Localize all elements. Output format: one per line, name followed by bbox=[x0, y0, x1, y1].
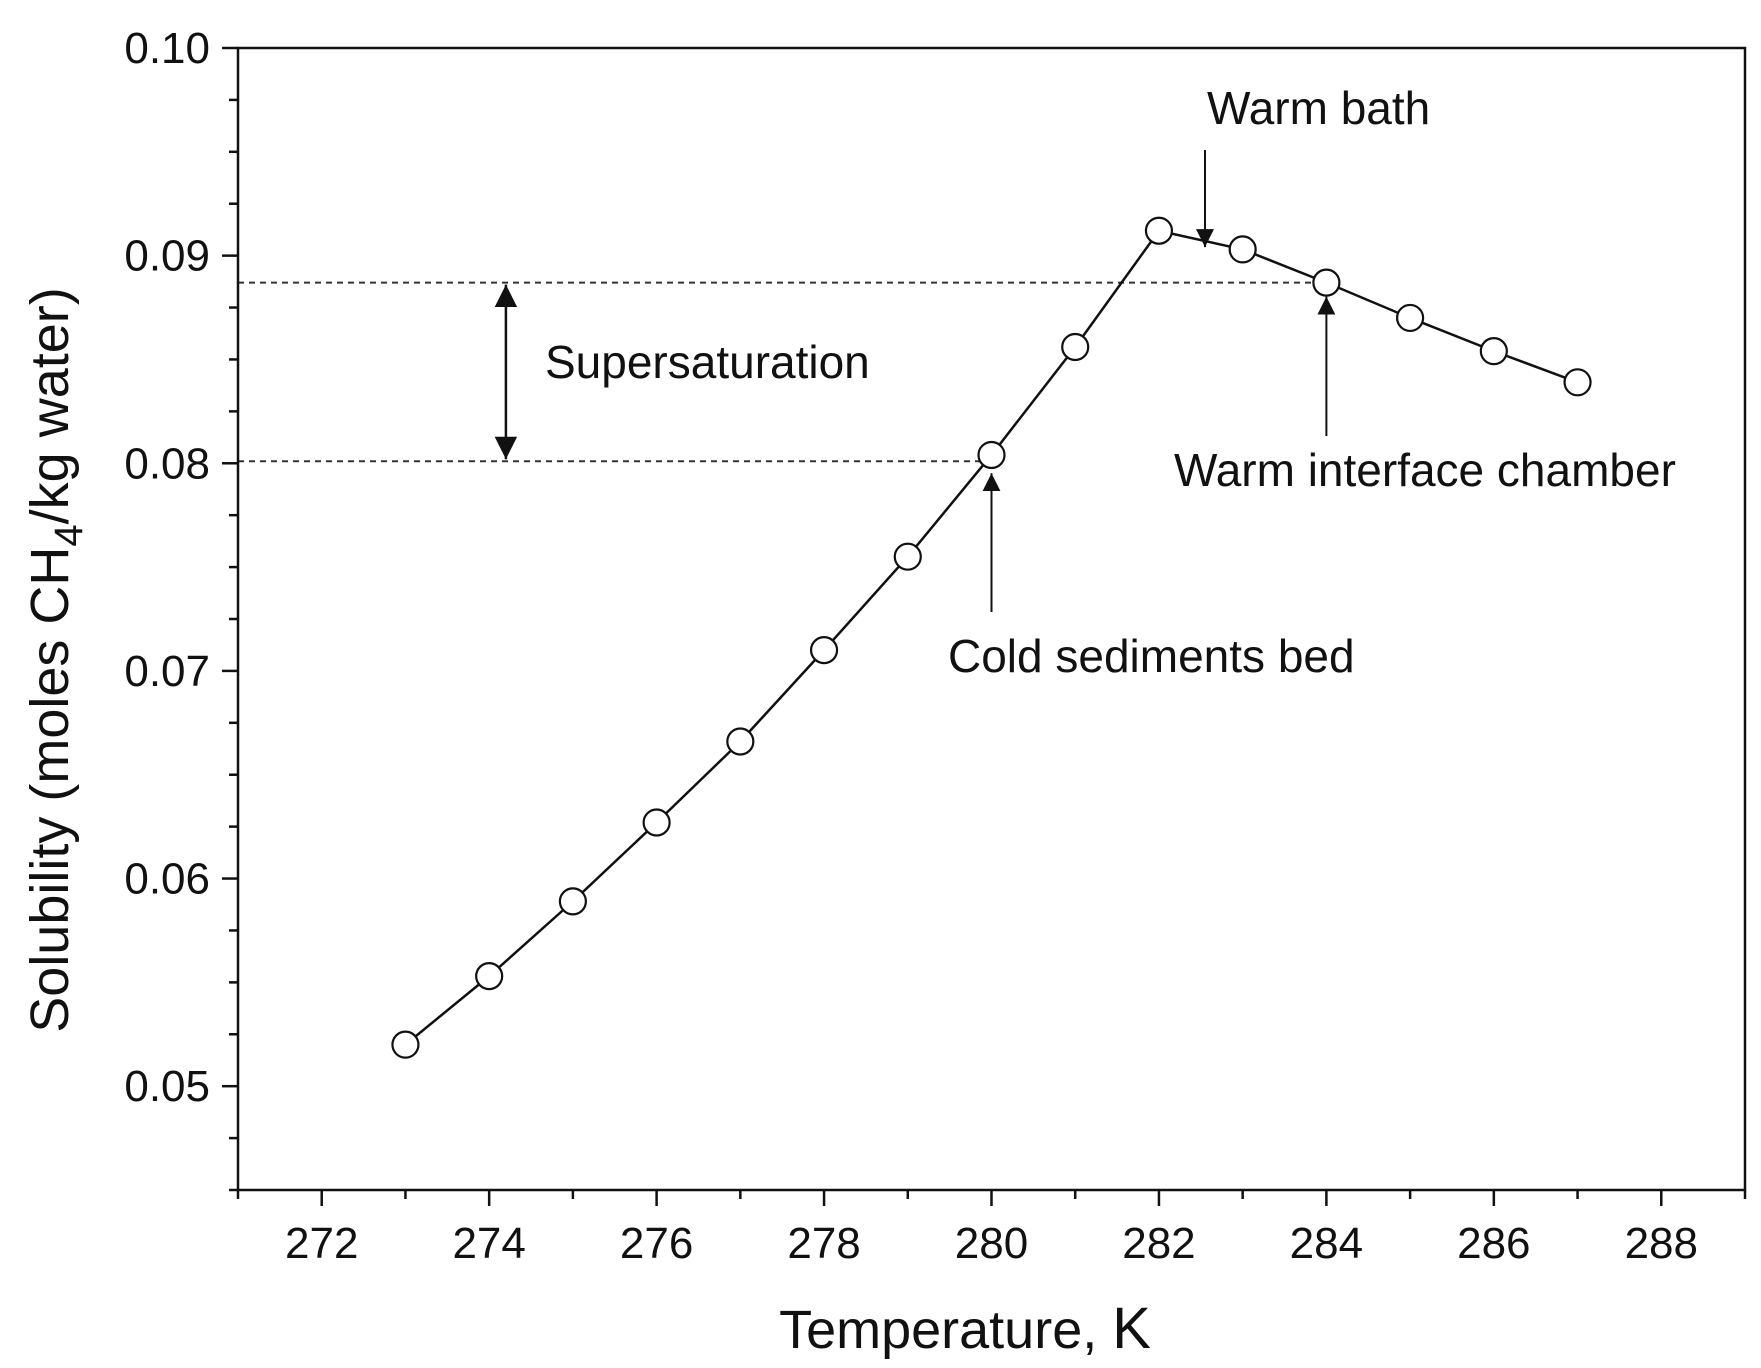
data-point bbox=[977, 440, 1006, 470]
annotation-arrows bbox=[494, 150, 1336, 612]
y-tick-label: 0.08 bbox=[124, 439, 210, 488]
plot-frame bbox=[236, 46, 1747, 1192]
data-point bbox=[1479, 337, 1508, 366]
x-tick-label: 288 bbox=[1625, 1219, 1698, 1268]
warm-interface-label: Warm interface chamber bbox=[1174, 444, 1676, 496]
data-point bbox=[809, 636, 839, 665]
x-tick-label: 272 bbox=[285, 1219, 358, 1268]
y-tick-label: 0.10 bbox=[124, 24, 210, 73]
data-point bbox=[893, 542, 922, 571]
data-point bbox=[475, 962, 504, 991]
data-point bbox=[1061, 332, 1090, 362]
data-point bbox=[1144, 216, 1174, 245]
x-axis-title: Temperature, K bbox=[779, 1296, 1151, 1361]
data-point bbox=[1563, 368, 1592, 397]
axis-ticks bbox=[222, 46, 1747, 1206]
y-tick-label: 0.05 bbox=[124, 1062, 210, 1111]
x-tick-label: 280 bbox=[955, 1219, 1028, 1268]
x-tick-label: 274 bbox=[452, 1219, 525, 1268]
data-point bbox=[1312, 268, 1341, 297]
data-point bbox=[642, 808, 671, 837]
data-point bbox=[726, 727, 755, 756]
y-axis-title: Solubility (moles CH4/kg water) bbox=[20, 287, 91, 1032]
data-point bbox=[391, 1030, 420, 1059]
x-tick-label: 276 bbox=[620, 1219, 693, 1268]
reference-lines bbox=[238, 281, 1327, 463]
data-point bbox=[1396, 303, 1425, 333]
data-point bbox=[1228, 235, 1257, 264]
y-tick-label: 0.09 bbox=[124, 232, 210, 281]
supersaturation-label: Supersaturation bbox=[545, 336, 870, 388]
x-tick-label: 284 bbox=[1290, 1219, 1363, 1268]
series-layer bbox=[391, 216, 1592, 1059]
cold-sediments-label: Cold sediments bed bbox=[948, 630, 1355, 682]
x-tick-label: 286 bbox=[1457, 1219, 1530, 1268]
warm-bath-label: Warm bath bbox=[1207, 82, 1430, 134]
y-tick-label: 0.06 bbox=[124, 855, 210, 904]
tick-labels: 272 274 276 278 280 282 284 286 288 0.05 0.06 0.07 0… bbox=[124, 24, 1698, 1268]
x-tick-label: 278 bbox=[787, 1219, 860, 1268]
y-tick-label: 0.07 bbox=[124, 647, 210, 696]
x-tick-label: 282 bbox=[1122, 1219, 1195, 1268]
data-point bbox=[558, 887, 587, 916]
